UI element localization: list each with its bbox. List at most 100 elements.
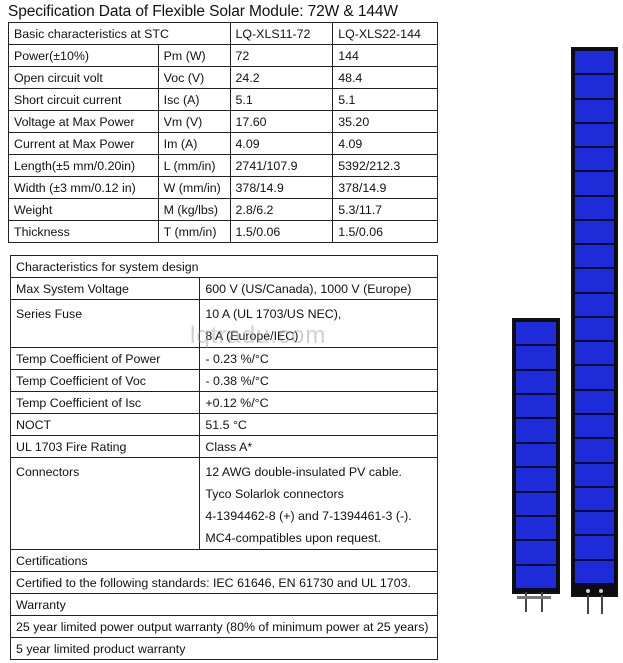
- spec-parameter: Short circuit current: [8, 88, 159, 111]
- solar-cell: [516, 468, 556, 493]
- spec-header-model-144: LQ-XLS22-144: [332, 22, 438, 45]
- table-row: Temp Coefficient of Power - 0.23 %/°C: [9, 347, 438, 370]
- connector-dot: [586, 589, 590, 593]
- solar-cell: [575, 293, 614, 318]
- solar-cell: [575, 463, 614, 488]
- solar-cell: [575, 220, 614, 246]
- spec-unit: Isc (A): [157, 88, 231, 111]
- spec-value-72: 378/14.9: [229, 176, 334, 199]
- table-row: UL 1703 Fire Rating Class A*: [9, 435, 438, 458]
- spec-value-72: 5.1: [229, 88, 334, 111]
- table-row: Thickness T (mm/in) 1.5/0.06 1.5/0.06: [8, 220, 438, 243]
- solar-cell: [575, 560, 614, 585]
- table-row: Certifications: [10, 549, 438, 572]
- spec-value-72: 72: [229, 44, 334, 67]
- spec-parameter: Thickness: [8, 220, 159, 243]
- system-label: Connectors: [9, 457, 201, 550]
- solar-cell: [575, 245, 614, 270]
- warranty-text: 25 year limited power output warranty (8…: [10, 615, 438, 638]
- table-row: Series Fuse 10 A (UL 1703/US NEC), 8 A (Eu…: [9, 299, 438, 348]
- solar-cell: [516, 443, 556, 469]
- solar-cell: [516, 395, 556, 420]
- solar-cell: [575, 536, 614, 561]
- solar-cell: [516, 419, 556, 444]
- table-row: Certified to the following standards: IE…: [10, 571, 438, 594]
- system-label: Series Fuse: [9, 299, 201, 348]
- certifications-label: Certifications: [10, 549, 438, 572]
- spec-table: Basic characteristics at STC LQ-XLS11-72 L…: [8, 22, 438, 243]
- spec-unit: T (mm/in): [157, 220, 231, 243]
- solar-cell: [575, 75, 614, 100]
- spec-unit: Pm (W): [157, 44, 231, 67]
- spec-parameter: Voltage at Max Power: [8, 110, 159, 133]
- system-value: 51.5 °C: [199, 413, 438, 436]
- spec-value-144: 4.09: [332, 132, 438, 155]
- spec-value-144: 144: [332, 44, 438, 67]
- solar-cell: [575, 512, 614, 537]
- spec-unit: Vm (V): [157, 110, 231, 133]
- system-value: +0.12 %/°C: [199, 391, 438, 414]
- system-label: NOCT: [9, 413, 201, 436]
- spec-value-72: 2741/107.9: [229, 154, 334, 177]
- solar-cell: [575, 439, 614, 464]
- spec-value-144: 5.1: [332, 88, 438, 111]
- table-row: Connectors 12 AWG double-insulated PV cab…: [9, 457, 438, 550]
- panel-72w-leg-left: [525, 592, 527, 612]
- table-row: Length(±5 mm/0.20in) L (mm/in) 2741/107.9 5…: [8, 154, 438, 177]
- spec-header-row: Basic characteristics at STC LQ-XLS11-72 L…: [8, 22, 438, 45]
- spec-unit: L (mm/in): [157, 154, 231, 177]
- solar-cell: [575, 366, 614, 391]
- system-label: Temp Coefficient of Isc: [9, 391, 201, 414]
- solar-cell: [516, 370, 556, 396]
- spec-parameter: Weight: [8, 198, 159, 221]
- spec-header-model-72: LQ-XLS11-72: [229, 22, 334, 45]
- solar-cell: [516, 541, 556, 566]
- panel-144w-image: [571, 47, 618, 597]
- spec-unit: M (kg/lbs): [157, 198, 231, 221]
- solar-cell: [575, 269, 614, 294]
- spec-value-144: 1.5/0.06: [332, 220, 438, 243]
- system-value: - 0.23 %/°C: [199, 347, 438, 370]
- solar-cell: [575, 342, 614, 367]
- solar-cell: [516, 322, 556, 347]
- solar-cell: [575, 414, 614, 440]
- table-row: Short circuit current Isc (A) 5.1 5.1: [8, 88, 438, 111]
- spec-unit: W (mm/in): [157, 176, 231, 199]
- table-row: Temp Coefficient of Voc - 0.38 %/°C: [9, 369, 438, 392]
- system-label: Temp Coefficient of Power: [9, 347, 201, 370]
- table-row: Width (±3 mm/0.12 in) W (mm/in) 378/14.9 37…: [8, 176, 438, 199]
- panel-72w-base: [517, 596, 551, 599]
- spec-unit: Im (A): [157, 132, 231, 155]
- spec-value-72: 17.60: [229, 110, 334, 133]
- solar-cell: [516, 516, 556, 542]
- system-design-table: Characteristics for system design Max Sys…: [9, 255, 438, 660]
- spec-value-72: 4.09: [229, 132, 334, 155]
- spec-parameter: Open circuit volt: [8, 66, 159, 89]
- table-row: Weight M (kg/lbs) 2.8/6.2 5.3/11.7: [8, 198, 438, 221]
- spec-value-72: 24.2: [229, 66, 334, 89]
- system-value: - 0.38 %/°C: [199, 369, 438, 392]
- table-row: 5 year limited product warranty: [10, 637, 438, 660]
- spec-unit: Voc (V): [157, 66, 231, 89]
- certifications-text: Certified to the following standards: IE…: [10, 571, 438, 594]
- table-row: Power(±10%) Pm (W) 72 144: [8, 44, 438, 67]
- spec-value-72: 1.5/0.06: [229, 220, 334, 243]
- solar-cell: [516, 565, 556, 590]
- solar-cell: [575, 390, 614, 415]
- solar-cell: [516, 492, 556, 517]
- solar-cell: [516, 346, 556, 371]
- warranty-text: 5 year limited product warranty: [10, 637, 438, 660]
- spec-value-144: 378/14.9: [332, 176, 438, 199]
- panel-72w-image: [512, 318, 560, 594]
- solar-cell: [575, 317, 614, 343]
- table-row: Open circuit volt Voc (V) 24.2 48.4: [8, 66, 438, 89]
- panel-144w-leg-right: [601, 595, 603, 614]
- system-value: 10 A (UL 1703/US NEC), 8 A (Europe/IEC): [199, 299, 438, 348]
- table-row: NOCT 51.5 °C: [9, 413, 438, 436]
- table-row: Temp Coefficient of Isc +0.12 %/°C: [9, 391, 438, 414]
- spec-value-72: 2.8/6.2: [229, 198, 334, 221]
- warranty-label: Warranty: [10, 593, 438, 616]
- spec-parameter: Length(±5 mm/0.20in): [8, 154, 159, 177]
- system-label: Max System Voltage: [9, 277, 201, 300]
- solar-cell: [575, 172, 614, 197]
